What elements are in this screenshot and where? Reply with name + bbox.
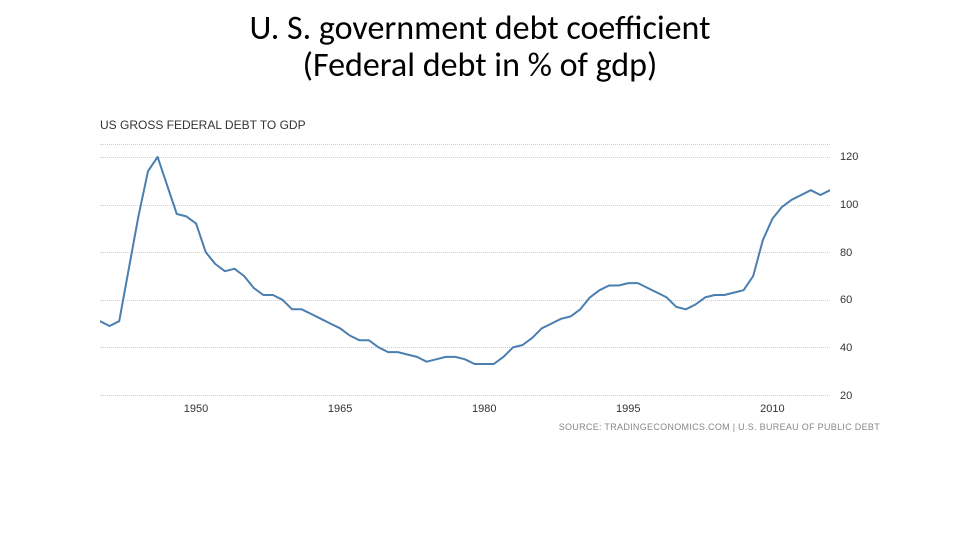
chart-ytick-label: 60	[840, 294, 880, 306]
chart-ytick-label: 20	[840, 390, 880, 402]
chart-plot-area: 2040608010012019501965198019952010	[100, 144, 830, 395]
chart-ytick-label: 40	[840, 342, 880, 354]
chart-title: US GROSS FEDERAL DEBT TO GDP	[100, 118, 306, 132]
slide-title: U. S. government debt coefficient (Feder…	[0, 10, 960, 85]
chart-source-text: SOURCE: TRADINGECONOMICS.COM | U.S. BURE…	[559, 422, 880, 432]
slide: U. S. government debt coefficient (Feder…	[0, 0, 960, 540]
chart-xtick-label: 1950	[184, 403, 208, 415]
chart-xtick-label: 2010	[760, 403, 784, 415]
chart-xtick-label: 1965	[328, 403, 352, 415]
chart-xtick-label: 1995	[616, 403, 640, 415]
title-line-1: U. S. government debt coefficient	[0, 10, 960, 47]
chart-series-line	[100, 157, 830, 364]
chart-gridline	[100, 395, 830, 396]
chart-line-svg	[100, 145, 830, 395]
chart-ytick-label: 100	[840, 199, 880, 211]
title-line-2: (Federal debt in % of gdp)	[0, 47, 960, 84]
chart-ytick-label: 120	[840, 151, 880, 163]
chart-ytick-label: 80	[840, 247, 880, 259]
chart-container: US GROSS FEDERAL DEBT TO GDP 20406080100…	[100, 118, 880, 458]
chart-xtick-label: 1980	[472, 403, 496, 415]
